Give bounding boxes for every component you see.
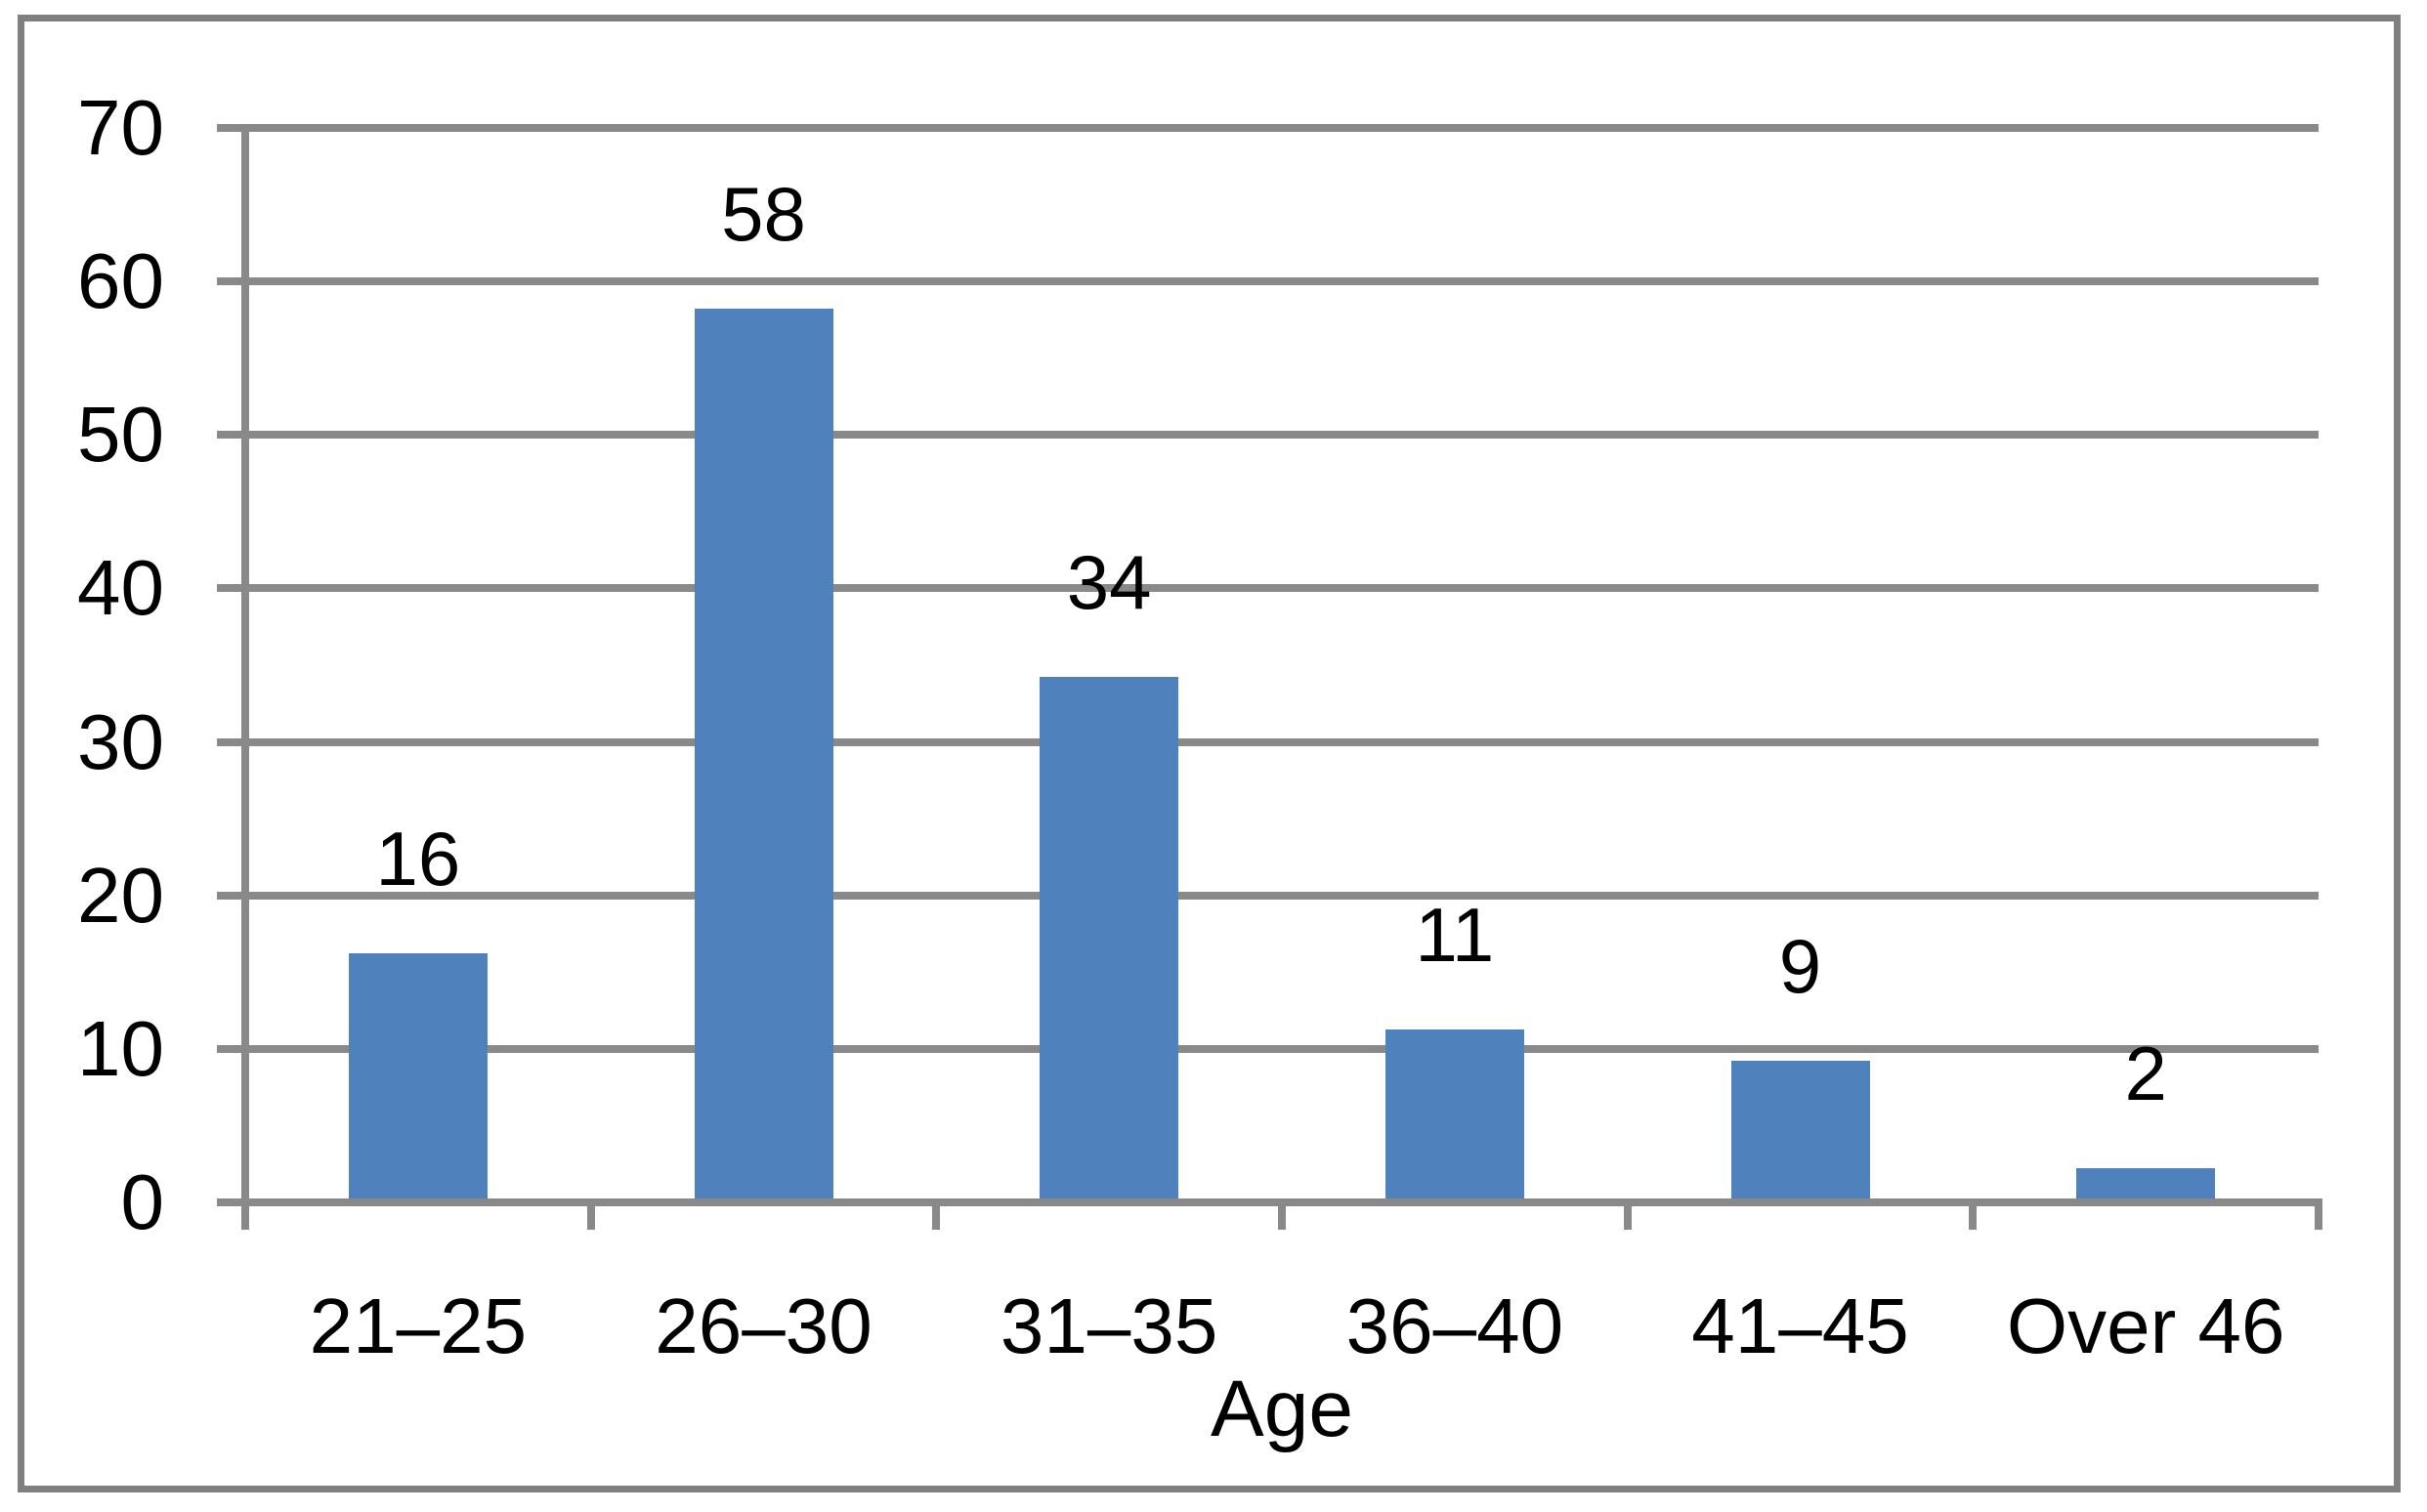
x-tick-label-21–25: 21–25 [309,1282,528,1369]
y-axis-line [241,124,249,1229]
data-label-Over 46: 2 [2124,1029,2167,1116]
gridline-y-50 [217,431,2319,440]
data-label-21–25: 16 [375,815,461,902]
x-axis-tick [241,1198,249,1230]
x-axis-tick [2315,1198,2322,1230]
bar-21–25 [348,952,488,1198]
data-label-31–35: 34 [1066,538,1152,625]
gridline-y-70 [217,124,2319,132]
y-tick-label-40: 40 [77,544,164,632]
x-axis-title: Age [1211,1365,1353,1453]
y-tick-label-30: 30 [77,697,164,785]
y-tick-label-50: 50 [77,391,164,479]
bar-41–45 [1730,1060,1870,1198]
bar-31–35 [1040,676,1179,1198]
y-tick-label-20: 20 [77,851,164,939]
x-axis-tick [1969,1198,1978,1230]
gridline-y-40 [217,584,2319,593]
y-tick-label-10: 10 [77,1004,164,1092]
x-tick-label-26–30: 26–30 [655,1282,873,1369]
bar-26–30 [694,308,833,1198]
bar-36–40 [1384,1029,1524,1198]
gridline-y-30 [217,737,2319,746]
x-tick-label-41–45: 41–45 [1691,1282,1909,1369]
x-axis-tick [586,1198,595,1230]
x-axis-line [217,1198,2319,1206]
bar-Over 46 [2076,1167,2216,1198]
x-axis-tick [932,1198,941,1230]
y-tick-label-0: 0 [120,1158,165,1245]
y-tick-label-60: 60 [77,237,164,325]
x-tick-label-31–35: 31–35 [1000,1282,1218,1369]
gridline-y-10 [217,1044,2319,1053]
y-tick-label-70: 70 [77,84,164,171]
gridline-y-60 [217,277,2319,286]
chart-frame-border [18,15,2401,1492]
x-axis-tick [1623,1198,1632,1230]
x-tick-label-36–40: 36–40 [1345,1282,1564,1369]
gridline-y-20 [217,891,2319,900]
data-label-26–30: 58 [721,170,806,257]
x-tick-label-Over 46: Over 46 [2006,1282,2285,1369]
data-label-41–45: 9 [1778,922,1822,1009]
data-label-36–40: 11 [1415,892,1495,979]
x-axis-tick [1278,1198,1286,1230]
